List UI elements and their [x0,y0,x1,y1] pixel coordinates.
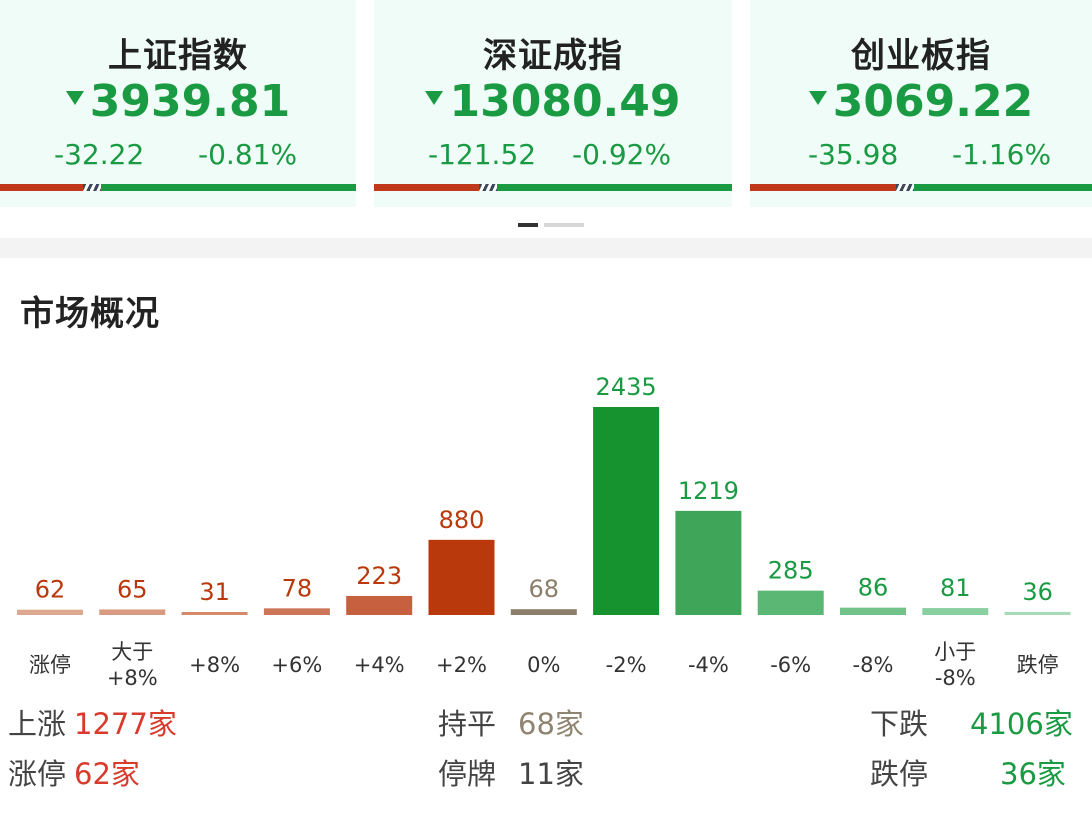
x-axis-tick-label: -2% [605,653,647,677]
index-change: -32.22 [54,138,145,171]
bar-value-label: 880 [439,506,485,534]
bar-value-label: 223 [356,562,402,590]
pager-dot [544,223,584,227]
x-axis-tick-label: +6% [271,653,323,677]
bar-value-label: 81 [940,574,971,602]
up-down-ratio-bar [374,184,732,191]
pager-dot-active [518,223,538,227]
limit-up-label: 涨停 [8,757,67,791]
fall-value: 4106家 [970,707,1073,741]
index-card-sz[interactable]: 深证成指 13080.49 -121.52 -0.92% [374,0,732,207]
suspended-value: 11家 [518,757,584,791]
bar-5 [428,539,495,615]
index-change: -121.52 [428,138,537,171]
flat-label: 持平 [438,707,497,741]
summary-suspended: 停牌 11家 [438,756,584,792]
limit-down-label: 跌停 [870,757,929,791]
x-axis-tick-label: +8% [189,653,241,677]
section-title: 市场概况 [20,294,160,334]
rise-value: 1277家 [74,707,177,741]
bar-7 [593,407,660,615]
bar-3 [263,608,330,615]
x-axis-tick-label: +4% [353,653,405,677]
index-price: 13080.49 [374,76,732,127]
distribution-chart: 62 65 31 78 223 880 68 2435 1219 285 86 81 36 [17,373,1071,615]
bar-4 [346,595,413,615]
section-divider [0,238,1092,258]
bar-value-label: 62 [35,576,66,604]
flat-value: 68家 [518,707,584,741]
index-percent: -0.81% [198,138,298,171]
down-triangle-icon [425,91,444,105]
summary-rise: 上涨 1277家 [8,706,177,742]
x-axis-tick-label: 0% [527,653,561,677]
index-name: 创业板指 [851,36,991,76]
bar-value-label: 285 [768,557,814,585]
bar-11 [922,608,989,615]
suspended-label: 停牌 [438,757,497,791]
x-axis-tick-label: -4% [687,653,729,677]
x-axis-tick-label: 小于 -8% [934,640,977,690]
down-triangle-icon [808,91,827,105]
bar-value-label: 86 [858,574,889,602]
x-axis-tick-label: -8% [852,653,894,677]
index-card-sh[interactable]: 上证指数 3939.81 -32.22 -0.81% [0,0,356,207]
up-down-ratio-bar [0,184,356,191]
index-name: 深证成指 [483,36,623,76]
index-percent: -1.16% [952,138,1052,171]
bar-value-label: 2435 [596,373,657,401]
bar-2 [181,612,248,615]
bar-value-label: 68 [529,575,560,603]
bar-9 [757,590,824,615]
up-down-ratio-bar [750,184,1092,191]
bar-value-label: 36 [1022,578,1053,606]
bar-8 [675,510,742,615]
x-axis-tick-label: -6% [770,653,812,677]
summary-limit-up: 涨停 62家 [8,756,140,792]
bar-12 [1004,611,1071,615]
index-card-cyb[interactable]: 创业板指 3069.22 -35.98 -1.16% [750,0,1092,207]
bar-1 [99,609,166,615]
x-axis-tick-label: 大于 +8% [106,640,158,690]
x-axis-tick-label: 涨停 [29,653,71,677]
fall-label: 下跌 [870,707,929,741]
x-axis-tick-label: +2% [436,653,487,677]
bar-0 [17,609,83,615]
summary-limit-down: 跌停 36家 [870,756,1066,792]
carousel-pager[interactable] [0,223,1092,229]
x-axis-tick-label: 跌停 [1016,653,1059,677]
index-price: 3069.22 [750,76,1092,127]
summary-fall: 下跌 4106家 [870,706,1073,742]
summary-flat: 持平 68家 [438,706,584,742]
down-triangle-icon [65,91,84,105]
bar-value-label: 1219 [678,477,739,505]
index-price: 3939.81 [0,76,356,127]
rise-label: 上涨 [8,707,67,741]
bar-6 [510,609,577,615]
bar-value-label: 31 [199,578,230,606]
index-name: 上证指数 [108,36,248,76]
index-change: -35.98 [808,138,899,171]
index-cards: 上证指数 3939.81 -32.22 -0.81% 深证成指 13080.49… [0,0,1092,207]
bar-value-label: 78 [282,574,313,602]
limit-up-value: 62家 [74,757,140,791]
limit-down-value: 36家 [1000,757,1066,791]
bar-value-label: 65 [117,575,148,603]
bar-10 [840,607,906,615]
index-percent: -0.92% [572,138,672,171]
